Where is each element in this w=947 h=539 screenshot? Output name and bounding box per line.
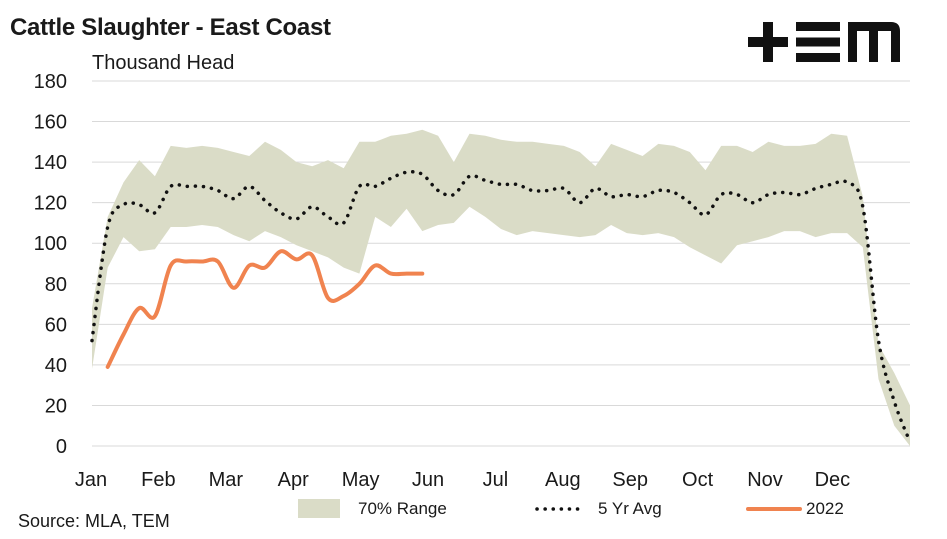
x-tick-label: Apr (278, 469, 309, 491)
y-tick-label: 80 (45, 274, 67, 296)
series-5yr-avg-line (90, 170, 912, 444)
legend-label-70-range: 70% Range (358, 499, 447, 518)
series-70-range-band (92, 129, 910, 446)
x-tick-label: Jan (75, 469, 107, 491)
y-tick-label: 160 (34, 112, 67, 134)
y-tick-label: 180 (34, 71, 67, 93)
x-tick-label: Aug (545, 469, 581, 491)
source-note: Source: MLA, TEM (18, 511, 170, 531)
y-axis-unit-label: Thousand Head (92, 52, 235, 74)
x-tick-label: Dec (815, 469, 851, 491)
x-tick-label: Jul (483, 469, 509, 491)
x-tick-label: Oct (682, 469, 714, 491)
y-axis-tick-labels: 0 20 40 60 80 100 120 140 160 180 (34, 71, 67, 458)
y-tick-label: 20 (45, 395, 67, 417)
legend-swatch-70-range (298, 499, 340, 518)
legend-label-2022: 2022 (806, 499, 844, 518)
y-tick-label: 100 (34, 233, 67, 255)
x-tick-label: Nov (747, 469, 783, 491)
series-2022-line (105, 249, 425, 369)
y-tick-label: 120 (34, 193, 67, 215)
plot-area (90, 129, 912, 446)
x-tick-label: Jun (412, 469, 444, 491)
x-tick-label: Sep (612, 469, 648, 491)
legend: 70% Range 5 Yr Avg 2022 (298, 499, 844, 518)
x-tick-label: Feb (141, 469, 175, 491)
y-tick-label: 40 (45, 355, 67, 377)
x-tick-label: Mar (209, 469, 244, 491)
gridlines (92, 80, 910, 447)
tem-logo (748, 22, 900, 62)
legend-label-5yr-avg: 5 Yr Avg (598, 499, 662, 518)
y-tick-label: 60 (45, 314, 67, 336)
y-tick-label: 140 (34, 152, 67, 174)
y-tick-label: 0 (56, 436, 67, 458)
chart-title: Cattle Slaughter - East Coast (10, 14, 331, 41)
x-tick-label: May (342, 469, 380, 491)
x-axis-tick-labels: Jan Feb Mar Apr May Jun Jul Aug Sep Oct Nov Dec (75, 469, 850, 491)
